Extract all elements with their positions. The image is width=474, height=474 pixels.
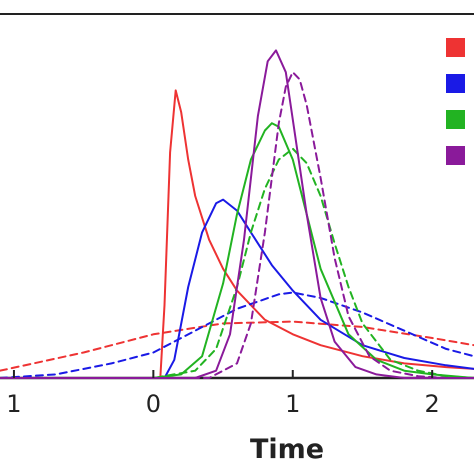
series-line-2: [0, 198, 474, 379]
x-axis-title: Time: [250, 434, 324, 465]
legend-swatch-1: [446, 74, 465, 93]
x-tick-label-2: 1: [285, 390, 300, 418]
x-axis: 1 0 1 2: [6, 370, 440, 418]
series-layer: [0, 49, 474, 379]
series-line-0: [0, 89, 474, 379]
series-line-5: [0, 147, 474, 379]
legend-swatch-0: [446, 38, 465, 57]
x-tick-label-1: 0: [146, 390, 161, 418]
series-line-1: [0, 320, 474, 372]
series-line-6: [0, 49, 474, 379]
series-line-4: [0, 122, 474, 379]
x-tick-label-0: 1: [6, 390, 21, 418]
x-tick-label-3: 2: [425, 390, 440, 418]
series-line-7: [0, 71, 474, 379]
legend-swatch-2: [446, 110, 465, 129]
series-line-3: [0, 291, 474, 379]
legend-swatch-3: [446, 146, 465, 165]
legend: [446, 38, 465, 165]
